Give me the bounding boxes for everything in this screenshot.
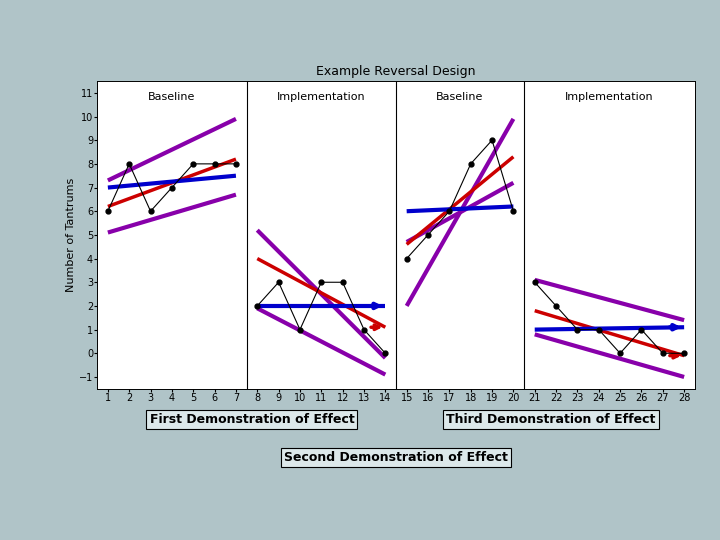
Text: Second Demonstration of Effect: Second Demonstration of Effect <box>284 451 508 464</box>
Text: Third Demonstration of Effect: Third Demonstration of Effect <box>446 413 655 426</box>
Text: Implementation: Implementation <box>277 92 366 102</box>
Text: Baseline: Baseline <box>148 92 196 102</box>
Title: Example Reversal Design: Example Reversal Design <box>316 65 476 78</box>
Text: Implementation: Implementation <box>565 92 654 102</box>
Text: Baseline: Baseline <box>436 92 484 102</box>
Y-axis label: Number of Tantrums: Number of Tantrums <box>66 178 76 292</box>
Text: First Demonstration of Effect: First Demonstration of Effect <box>150 413 354 426</box>
